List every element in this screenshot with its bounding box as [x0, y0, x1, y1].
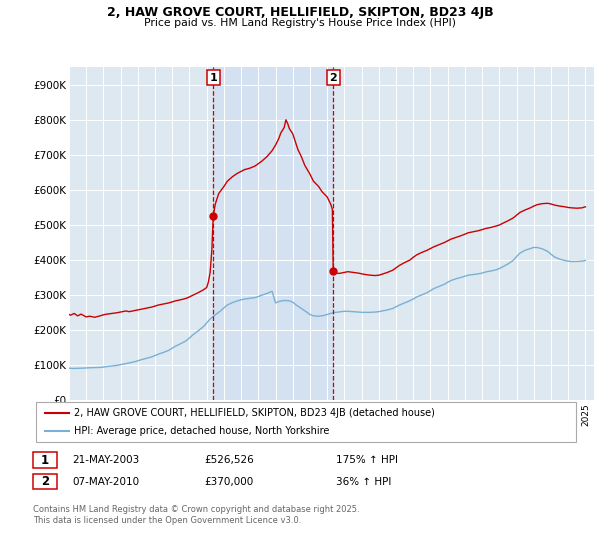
Text: 1: 1 [209, 73, 217, 83]
Text: 21-MAY-2003: 21-MAY-2003 [72, 455, 139, 465]
Text: £526,526: £526,526 [204, 455, 254, 465]
Text: 2, HAW GROVE COURT, HELLIFIELD, SKIPTON, BD23 4JB (detached house): 2, HAW GROVE COURT, HELLIFIELD, SKIPTON,… [74, 408, 434, 418]
Text: 36% ↑ HPI: 36% ↑ HPI [336, 477, 391, 487]
Text: 07-MAY-2010: 07-MAY-2010 [72, 477, 139, 487]
Text: £370,000: £370,000 [204, 477, 253, 487]
Text: 1: 1 [41, 454, 49, 467]
Bar [213, 67, 333, 400]
Text: 2: 2 [329, 73, 337, 83]
Text: Price paid vs. HM Land Registry's House Price Index (HPI): Price paid vs. HM Land Registry's House … [144, 18, 456, 28]
Text: 2, HAW GROVE COURT, HELLIFIELD, SKIPTON, BD23 4JB: 2, HAW GROVE COURT, HELLIFIELD, SKIPTON,… [107, 6, 493, 18]
Text: 2: 2 [41, 475, 49, 488]
Text: Contains HM Land Registry data © Crown copyright and database right 2025.
This d: Contains HM Land Registry data © Crown c… [33, 505, 359, 525]
Text: HPI: Average price, detached house, North Yorkshire: HPI: Average price, detached house, Nort… [74, 426, 329, 436]
Text: 175% ↑ HPI: 175% ↑ HPI [336, 455, 398, 465]
